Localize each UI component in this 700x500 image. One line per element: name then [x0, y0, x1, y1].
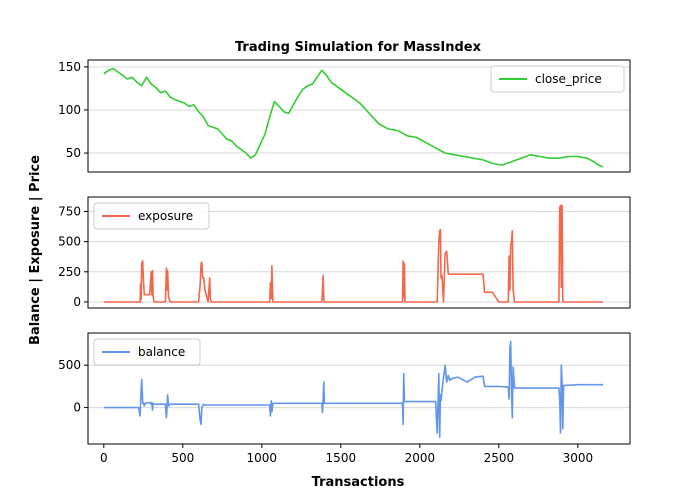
chart-title: Trading Simulation for MassIndex	[235, 40, 482, 55]
balance-line	[103, 340, 604, 439]
balance-panel: 0 500 0 500 1000 1500 2000 2500 3000 balance	[58, 332, 631, 465]
x-tick-label: 3000	[563, 451, 594, 465]
close_price-line	[103, 67, 604, 168]
y-tick-label: 50	[66, 146, 81, 160]
y-tick-label: 100	[58, 103, 81, 117]
legend: balance	[93, 338, 201, 366]
y-tick-label: 500	[58, 358, 81, 372]
price-panel: 50 100 150 close_price	[58, 59, 631, 173]
x-tick-label: 2500	[484, 451, 515, 465]
y-tick-label: 0	[73, 401, 81, 415]
x-tick-label: 0	[100, 451, 108, 465]
legend-label: balance	[138, 345, 185, 359]
x-tick-label: 2000	[405, 451, 436, 465]
legend-label: exposure	[138, 209, 193, 223]
exposure-panel: 0 250 500 750 exposure	[58, 196, 631, 309]
x-tick-label: 500	[171, 451, 194, 465]
x-tick-label: 1000	[247, 451, 278, 465]
y-tick-label: 0	[73, 295, 81, 309]
y-tick-label: 150	[58, 60, 81, 74]
y-axis-label: Balance | Exposure | Price	[28, 155, 43, 345]
legend-box	[93, 338, 201, 366]
legend: exposure	[93, 202, 210, 230]
legend-box	[490, 65, 625, 93]
x-tick-label: 1500	[326, 451, 357, 465]
y-tick-label: 500	[58, 235, 81, 249]
axes-frame	[87, 332, 631, 445]
y-tick-label: 250	[58, 265, 81, 279]
legend-box	[93, 202, 210, 230]
legend: close_price	[490, 65, 625, 93]
axes-frame	[87, 196, 631, 309]
x-axis-label: Transactions	[312, 475, 405, 490]
exposure-line	[103, 204, 604, 303]
axes-frame	[87, 59, 631, 173]
y-tick-label: 750	[58, 204, 81, 218]
legend-label: close_price	[535, 72, 602, 86]
